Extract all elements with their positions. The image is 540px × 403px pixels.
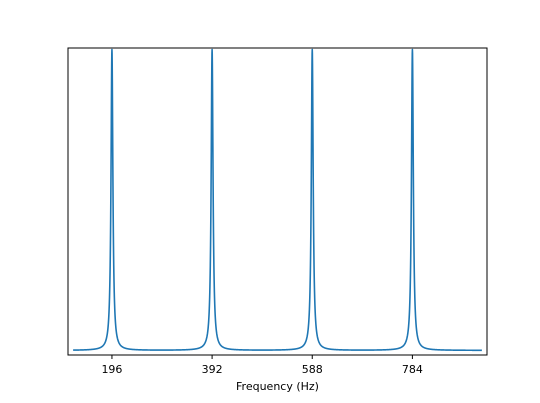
series-line	[72, 48, 483, 352]
x-axis-label: Frequency (Hz)	[236, 380, 319, 393]
plot-area	[67, 47, 488, 356]
x-tick-label: 196	[101, 363, 122, 376]
x-tick-label: 392	[202, 363, 223, 376]
x-tick-label: 588	[302, 363, 323, 376]
axes-frame	[67, 47, 488, 356]
x-tick-label: 784	[402, 363, 423, 376]
x-axis-ticks: 196 392 588 784	[101, 355, 423, 376]
